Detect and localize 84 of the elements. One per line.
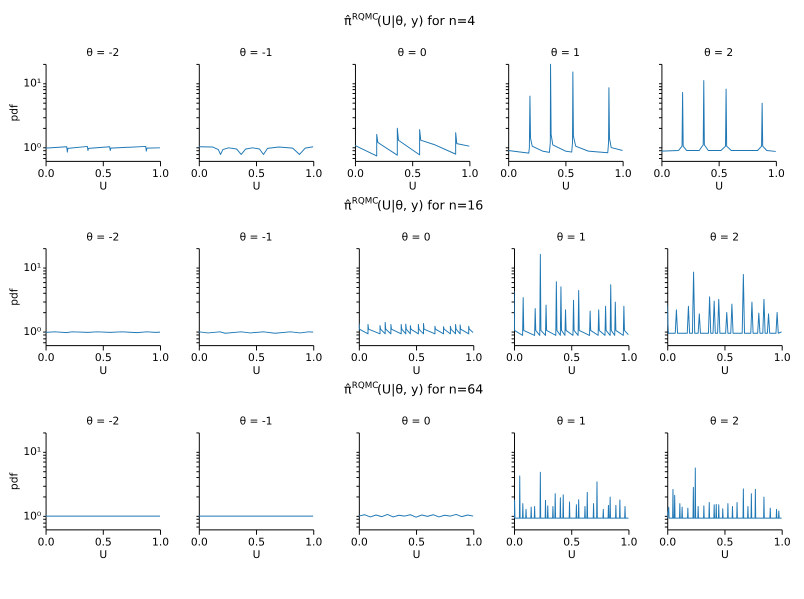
x-tick-label: 1.0: [305, 535, 322, 548]
x-tick-label: 0.5: [716, 351, 734, 364]
x-tick-label: 0.5: [563, 535, 580, 548]
x-axis-title: U: [412, 364, 420, 377]
x-tick-label: 1.0: [614, 166, 632, 180]
x-tick-label: 0.5: [94, 535, 112, 548]
x-tick-label: 0.0: [653, 166, 671, 180]
x-tick-label: 0.0: [190, 351, 208, 364]
x-tick-label: 0.5: [557, 166, 574, 180]
chart-title: θ = -1: [240, 230, 272, 244]
x-tick-label: 0.0: [38, 535, 55, 548]
x-tick-label: 1.0: [152, 166, 170, 180]
chart-title: θ = -2: [86, 414, 120, 428]
x-axis-title: U: [252, 548, 260, 562]
x-tick-label: 1.0: [620, 351, 638, 364]
x-axis-title: U: [568, 364, 576, 377]
x-tick-label: 0.5: [404, 166, 422, 180]
x-axis-title: U: [721, 364, 729, 377]
y-tick-label: 10⁰: [23, 140, 42, 154]
x-tick-label: 1.0: [620, 535, 638, 548]
chart-title: θ = -2: [86, 46, 120, 60]
x-tick-label: 1.0: [465, 351, 482, 364]
chart-title: θ = 1: [556, 414, 586, 428]
chart-subtitle: θ = 0: [402, 414, 431, 428]
y-tick-label: 10¹: [23, 445, 42, 458]
x-tick-label: 0.0: [506, 535, 524, 548]
y-axis-title: pdf: [8, 472, 21, 490]
x-tick-label: 0.0: [350, 351, 368, 364]
chart-title: θ = 2: [710, 230, 739, 244]
chart-title: θ = 1: [550, 46, 580, 60]
x-axis-title: U: [408, 180, 417, 192]
x-tick-label: 0.5: [563, 351, 580, 364]
x-axis-title: U: [99, 548, 108, 562]
x-tick-label: 0.0: [346, 166, 364, 180]
x-tick-label: 0.5: [408, 535, 426, 548]
x-tick-label: 1.0: [768, 166, 786, 180]
x-tick-label: 0.5: [716, 535, 734, 548]
x-tick-label: 0.0: [350, 535, 368, 548]
x-tick-label: 0.0: [190, 166, 208, 180]
chart-subtitle: θ = 0: [398, 46, 427, 60]
x-tick-label: 1.0: [152, 351, 170, 364]
x-tick-label: 0.0: [190, 535, 208, 548]
x-axis-title: U: [715, 180, 724, 192]
x-axis-title: U: [99, 364, 108, 377]
x-tick-label: 1.0: [305, 166, 322, 180]
x-tick-label: 0.0: [506, 351, 524, 364]
x-axis-title: U: [562, 180, 570, 192]
x-axis-title: U: [99, 180, 108, 192]
x-tick-label: 0.5: [248, 351, 265, 364]
x-axis-title: U: [568, 548, 576, 562]
x-axis-title: U: [721, 548, 729, 562]
x-tick-label: 1.0: [461, 166, 479, 180]
y-tick-label: 10⁰: [23, 325, 42, 338]
x-tick-label: 0.5: [248, 535, 265, 548]
x-tick-label: 0.5: [408, 351, 426, 364]
x-tick-label: 1.0: [774, 351, 791, 364]
x-tick-label: 0.5: [248, 166, 265, 180]
y-tick-label: 10⁰: [23, 509, 42, 522]
x-tick-label: 1.0: [152, 535, 170, 548]
chart-title: θ = -1: [240, 46, 272, 60]
x-tick-label: 0.0: [500, 166, 518, 180]
x-tick-label: 0.0: [38, 351, 55, 364]
x-tick-label: 0.0: [38, 166, 55, 180]
y-axis-title: pdf: [8, 288, 21, 306]
x-tick-label: 1.0: [305, 351, 322, 364]
chart-title: θ = -2: [86, 230, 120, 244]
y-axis-title: pdf: [8, 104, 21, 122]
x-tick-label: 0.0: [659, 351, 676, 364]
y-tick-label: 10¹: [23, 76, 42, 90]
y-tick-label: 10¹: [23, 260, 42, 274]
x-tick-label: 1.0: [774, 535, 791, 548]
x-axis-title: U: [252, 180, 260, 192]
chart-subtitle: θ = 0: [402, 230, 431, 244]
x-tick-label: 0.0: [659, 535, 676, 548]
x-axis-title: U: [412, 548, 420, 562]
x-tick-label: 0.5: [710, 166, 728, 180]
chart-title: θ = 1: [556, 230, 586, 244]
x-axis-title: U: [252, 364, 260, 377]
chart-title: θ = -1: [240, 414, 272, 428]
chart-title: θ = 2: [704, 46, 734, 60]
chart-title: θ = 2: [710, 414, 739, 428]
x-tick-label: 1.0: [465, 535, 482, 548]
x-tick-label: 0.5: [94, 351, 112, 364]
x-tick-label: 0.5: [94, 166, 112, 180]
